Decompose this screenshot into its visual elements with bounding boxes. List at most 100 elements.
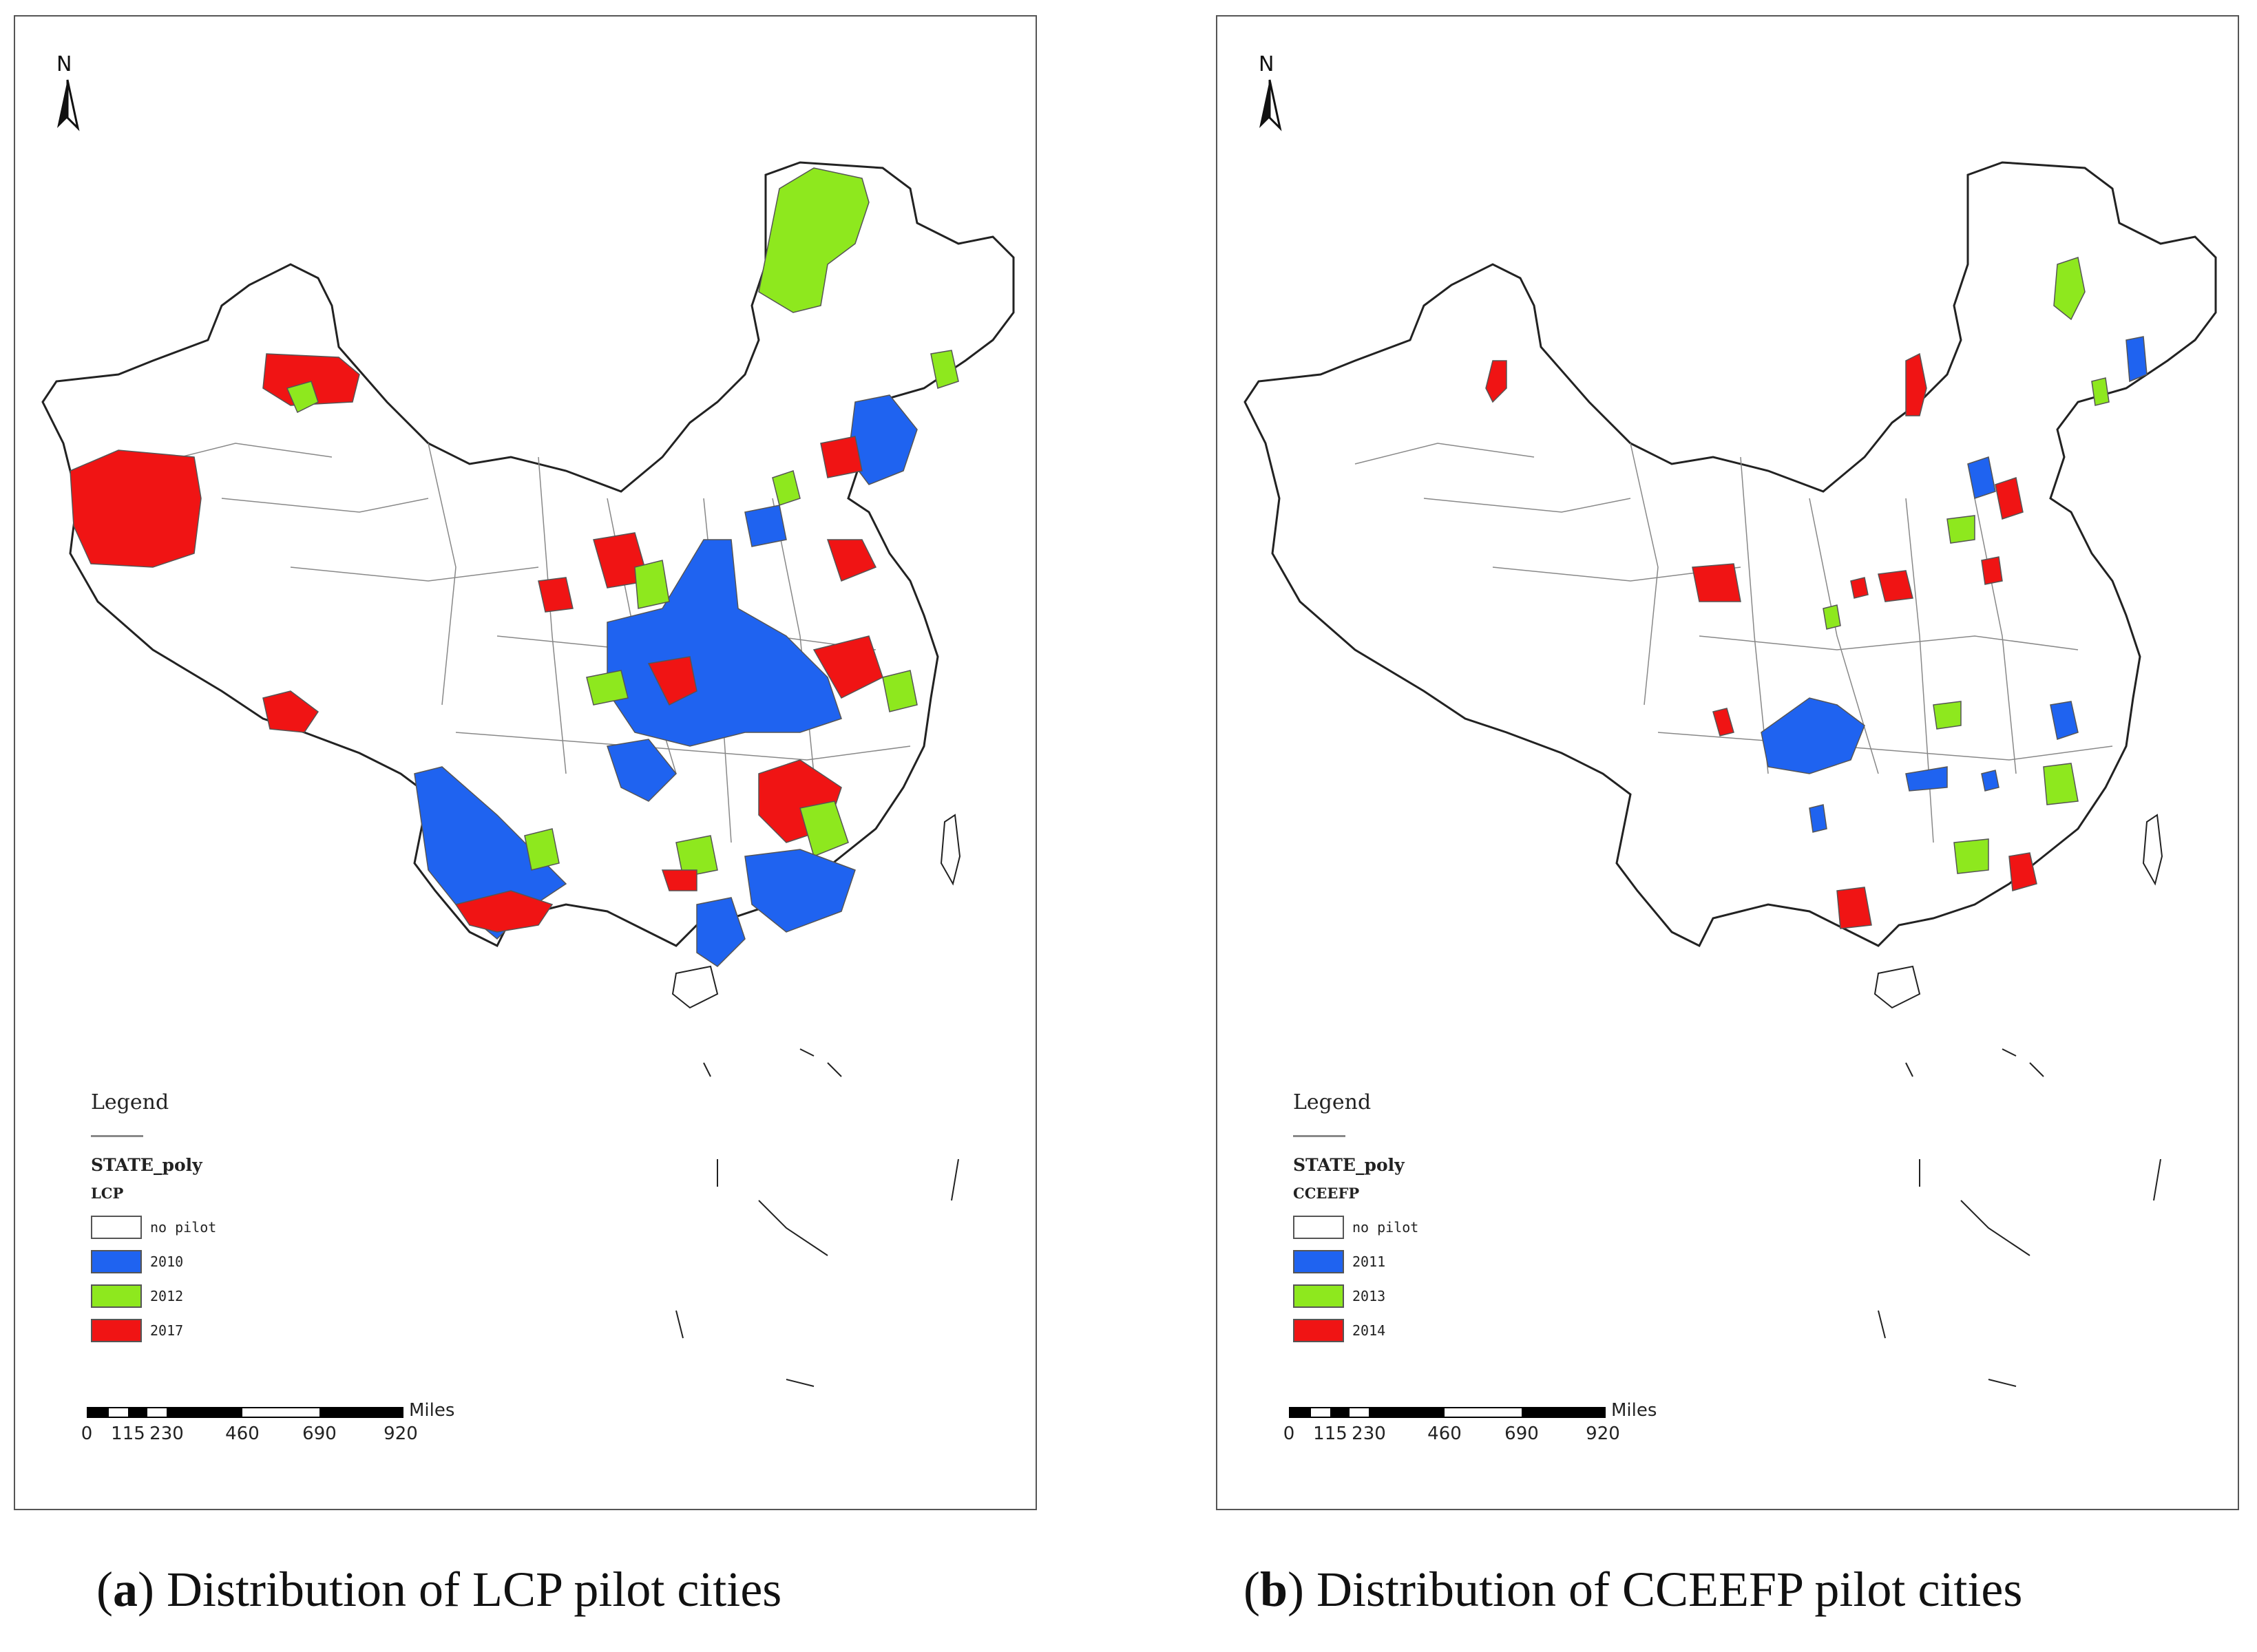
legend-field-name: CCEEFP — [1293, 1185, 1360, 1202]
pilot-regions-cceefp — [1485, 257, 2148, 929]
region-2017 — [262, 353, 360, 406]
scale-tick: 920 — [384, 1423, 418, 1444]
region-2017 — [454, 890, 554, 933]
legend-item: 2014 — [1293, 1313, 1541, 1348]
region-2014 — [1485, 360, 1507, 403]
region-2013 — [1933, 701, 1962, 730]
region-2013 — [2053, 257, 2086, 321]
legend-item: 2011 — [1293, 1245, 1541, 1279]
legend-layer-name: STATE_poly — [1293, 1155, 1405, 1175]
map-panel-b: N Legend STATE_poly CCEEFP no pilot 2011… — [1216, 15, 2239, 1510]
scale-tick: 115 — [111, 1423, 145, 1444]
region-2013 — [1953, 838, 1989, 874]
legend-field-name: LCP — [91, 1185, 124, 1202]
region-2012 — [286, 381, 319, 414]
south-sea-islands — [1878, 1048, 2161, 1387]
scale-tick: 0 — [1283, 1423, 1295, 1444]
legend-label: 2017 — [150, 1322, 184, 1339]
scale-track — [1289, 1407, 1606, 1418]
region-2013 — [1946, 515, 1975, 544]
hainan-outline — [671, 965, 719, 1009]
legend-title: Legend — [1293, 1090, 1372, 1114]
scale-tick: 460 — [1427, 1423, 1462, 1444]
north-letter: N — [56, 52, 72, 76]
legend-rule — [91, 1135, 143, 1137]
legend-label: no pilot — [1352, 1219, 1419, 1236]
region-2012 — [772, 470, 801, 506]
region-2013 — [1823, 604, 1841, 630]
region-2017 — [661, 869, 697, 891]
region-2013 — [2091, 377, 2110, 406]
region-2014 — [1878, 570, 1913, 602]
region-2012 — [634, 560, 670, 609]
legend-item: 2010 — [91, 1245, 339, 1279]
region-2011 — [1905, 766, 1948, 792]
region-2010 — [744, 849, 856, 933]
legend-item: no pilot — [1293, 1210, 1541, 1245]
north-arrow: N — [47, 52, 88, 149]
legend-item: 2013 — [1293, 1279, 1541, 1313]
region-2014 — [1712, 708, 1734, 737]
caption-letter: b — [1259, 1562, 1288, 1617]
region-2010 — [607, 739, 678, 802]
legend-swatch — [91, 1284, 142, 1308]
scale-bar-b: Miles 0 115 230 460 690 920 — [1283, 1400, 1702, 1462]
region-2012 — [758, 167, 870, 313]
scale-bar-a: Miles 0 115 230 460 690 920 — [81, 1400, 500, 1462]
legend-label: no pilot — [150, 1219, 217, 1236]
region-2017 — [820, 436, 863, 478]
region-2012 — [799, 801, 849, 858]
legend-label: 2010 — [150, 1253, 184, 1270]
region-2017 — [647, 656, 697, 706]
legend-item: 2017 — [91, 1313, 339, 1348]
legend-swatch — [1293, 1284, 1344, 1308]
legend-layer-name: STATE_poly — [91, 1155, 202, 1175]
region-2012 — [882, 670, 918, 712]
north-arrow: N — [1249, 52, 1290, 149]
china-map-b — [1243, 161, 2217, 1387]
caption-text: Distribution of LCP pilot cities — [166, 1562, 782, 1617]
scale-tick: 690 — [1504, 1423, 1539, 1444]
china-map-a — [41, 161, 1015, 1387]
scale-tick: 920 — [1586, 1423, 1620, 1444]
legend-a: Legend STATE_poly LCP no pilot 2010 2012… — [91, 1090, 339, 1348]
legend-swatch — [91, 1216, 142, 1239]
north-arrow-icon — [1259, 79, 1282, 131]
region-2017 — [826, 539, 877, 582]
region-2012 — [930, 350, 959, 389]
taiwan-outline — [2142, 814, 2163, 886]
region-2012 — [524, 828, 560, 871]
region-2017 — [70, 449, 202, 568]
legend-swatch — [1293, 1250, 1344, 1273]
region-2011 — [1809, 804, 1827, 833]
caption-b: (b) Distribution of CCEEFP pilot cities — [1243, 1562, 2023, 1617]
legend-b: Legend STATE_poly CCEEFP no pilot 2011 2… — [1293, 1090, 1541, 1348]
scale-tick: 115 — [1313, 1423, 1347, 1444]
region-2017 — [538, 577, 574, 613]
scale-tick: 460 — [225, 1423, 260, 1444]
caption-letter: a — [112, 1562, 138, 1617]
region-2013 — [2043, 763, 2079, 805]
legend-swatch — [1293, 1216, 1344, 1239]
scale-unit: Miles — [409, 1400, 455, 1421]
region-2011 — [1981, 770, 1999, 792]
scale-tick: 0 — [81, 1423, 93, 1444]
scale-tick: 690 — [302, 1423, 337, 1444]
legend-rule — [1293, 1135, 1345, 1137]
region-2014 — [1981, 556, 2003, 585]
legend-swatch — [91, 1319, 142, 1342]
hainan-outline — [1873, 965, 1921, 1009]
region-2011 — [2050, 701, 2079, 740]
region-2012 — [586, 670, 629, 706]
legend-item: no pilot — [91, 1210, 339, 1245]
region-2014 — [1905, 352, 1927, 416]
legend-label: 2013 — [1352, 1288, 1386, 1304]
legend-swatch — [91, 1250, 142, 1273]
pilot-regions-lcp — [70, 167, 959, 998]
caption-a: (a) Distribution of LCP pilot cities — [96, 1562, 782, 1617]
legend-label: 2012 — [150, 1288, 184, 1304]
taiwan-outline — [940, 814, 961, 886]
scale-track — [87, 1407, 403, 1418]
region-2010 — [744, 505, 787, 547]
legend-swatch — [1293, 1319, 1344, 1342]
